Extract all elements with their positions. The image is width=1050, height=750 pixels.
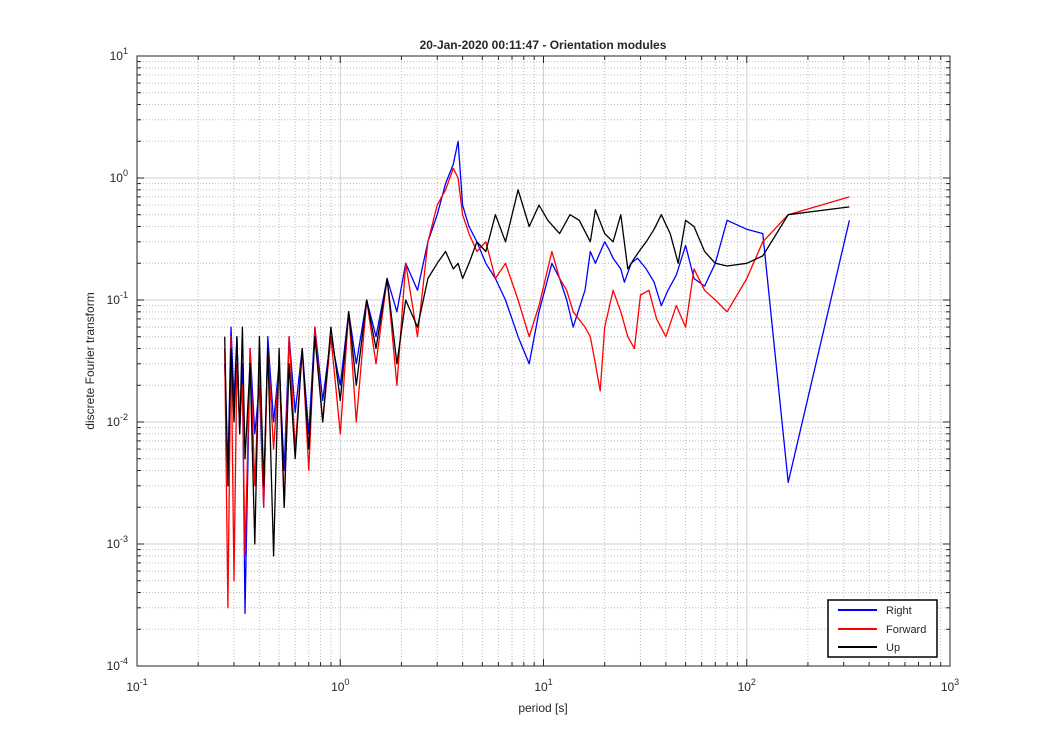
x-tick-label: 100 — [331, 677, 349, 694]
y-tick-labels: 10-4 10-3 10-2 10-1 100 101 — [107, 46, 128, 673]
legend-label-right: Right — [886, 605, 912, 617]
y-tick-label: 10-1 — [107, 290, 128, 307]
chart-title: 20-Jan-2020 00:11:47 - Orientation modul… — [420, 38, 667, 52]
legend: Right Forward Up — [827, 599, 938, 658]
major-grid — [137, 56, 950, 666]
series-layer — [224, 140, 851, 615]
x-tick-label: 103 — [941, 677, 959, 694]
x-tick-label: 102 — [738, 677, 756, 694]
y-tick-label: 101 — [110, 46, 128, 63]
legend-label-forward: Forward — [886, 624, 926, 636]
y-tick-label: 10-3 — [107, 534, 128, 551]
y-tick-label: 100 — [110, 168, 128, 185]
series-line-right — [224, 140, 851, 615]
x-axis-label: period [s] — [518, 701, 567, 715]
legend-label-up: Up — [886, 642, 900, 654]
y-tick-label: 10-2 — [107, 412, 128, 429]
y-axis-label: discrete Fourier transform — [83, 292, 97, 429]
series-line-up — [224, 189, 850, 557]
y-tick-label: 10-4 — [107, 656, 128, 673]
x-tick-labels: 10-1 100 101 102 103 — [126, 677, 959, 694]
tick-marks — [136, 55, 951, 667]
x-tick-label: 101 — [534, 677, 552, 694]
x-tick-label: 10-1 — [126, 677, 147, 694]
data-area — [224, 140, 851, 615]
